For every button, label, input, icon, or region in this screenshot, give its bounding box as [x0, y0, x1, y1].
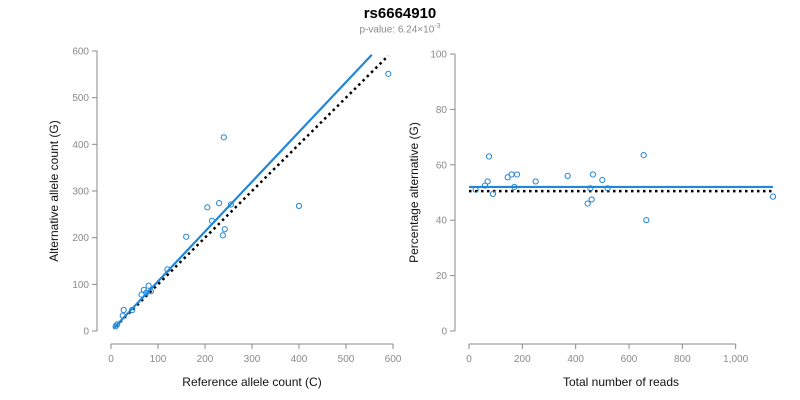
- y-tick-label: 500: [72, 93, 89, 104]
- data-point: [227, 201, 234, 208]
- chart-subtitle: p-value: 6.24×10-3: [0, 23, 800, 35]
- data-point: [589, 171, 597, 178]
- y-tick-label: 40: [436, 216, 448, 227]
- y-tick-label: 20: [436, 271, 448, 282]
- data-point: [640, 152, 647, 159]
- y-tick-label: 200: [72, 233, 89, 244]
- subtitle-text: p-value: 6.24×10: [359, 24, 435, 36]
- data-point: [599, 176, 606, 184]
- data-point: [588, 196, 595, 203]
- x-tick-label: 200: [514, 354, 531, 365]
- data-point: [145, 282, 152, 289]
- x-tick-label: 400: [291, 354, 308, 365]
- y-tick-label: 0: [83, 327, 89, 338]
- data-point: [183, 233, 190, 240]
- data-point: [513, 171, 521, 178]
- data-point: [164, 266, 171, 273]
- data-point: [204, 204, 211, 211]
- fitted-line: [112, 53, 373, 330]
- y-tick-label: 300: [72, 187, 89, 198]
- x-tick-label: 400: [567, 354, 584, 365]
- y-tick-label: 600: [72, 47, 89, 58]
- subtitle-exponent: -3: [434, 23, 441, 30]
- x-tick-label: 600: [385, 354, 402, 365]
- data-point: [485, 153, 493, 160]
- data-point: [216, 200, 223, 207]
- data-point: [147, 288, 155, 295]
- x-tick-label: 300: [244, 354, 261, 365]
- data-point: [511, 183, 518, 191]
- y-tick-label: 100: [430, 50, 447, 61]
- data-point: [129, 306, 136, 314]
- y-axis-label: Alternative allele count (G): [47, 120, 61, 261]
- data-point: [587, 185, 594, 192]
- y-tick-label: 100: [72, 280, 89, 291]
- chart-title: rs6664910: [363, 5, 437, 22]
- left-scatter-panel: 0 100 200 300 400 500 600 0 100 200 300 400 500 600 Re…: [47, 47, 402, 390]
- data-point: [221, 226, 228, 233]
- data-point: [385, 70, 392, 77]
- expected-ratio-line: [114, 54, 390, 328]
- data-point: [769, 193, 777, 200]
- data-point: [220, 134, 227, 141]
- y-axis-label: Percentage alternative (G): [407, 122, 421, 263]
- data-point: [489, 190, 497, 197]
- data-point: [208, 217, 216, 224]
- y-tick-label: 60: [436, 160, 448, 171]
- data-point: [219, 232, 226, 239]
- data-point: [295, 202, 303, 210]
- x-tick-label: 600: [621, 354, 638, 365]
- y-tick-label: 0: [441, 327, 447, 338]
- data-point: [643, 217, 650, 224]
- x-tick-label: 100: [150, 354, 167, 365]
- right-scatter-panel: 0 20 40 60 80 100 0 200 400 600 800 1,000 Total numb…: [407, 50, 777, 389]
- x-tick-label: 0: [466, 354, 472, 365]
- data-point: [584, 200, 591, 207]
- data-point: [472, 186, 479, 193]
- x-tick-label: 200: [197, 354, 214, 365]
- data-point: [508, 171, 515, 178]
- data-point: [504, 174, 511, 181]
- data-point: [564, 172, 571, 179]
- data-point: [120, 306, 127, 314]
- x-tick-label: 500: [338, 354, 355, 365]
- y-tick-label: 400: [72, 140, 89, 151]
- x-tick-label: 800: [674, 354, 691, 365]
- data-point: [114, 321, 121, 328]
- x-axis-label: Reference allele count (C): [182, 375, 321, 389]
- data-point: [604, 185, 611, 192]
- data-point: [119, 312, 126, 319]
- data-point: [532, 178, 539, 185]
- y-tick-label: 80: [436, 105, 448, 116]
- x-axis-label: Total number of reads: [563, 375, 679, 389]
- x-tick-label: 1,000: [723, 354, 748, 365]
- data-point: [484, 178, 491, 185]
- x-tick-label: 0: [108, 354, 114, 365]
